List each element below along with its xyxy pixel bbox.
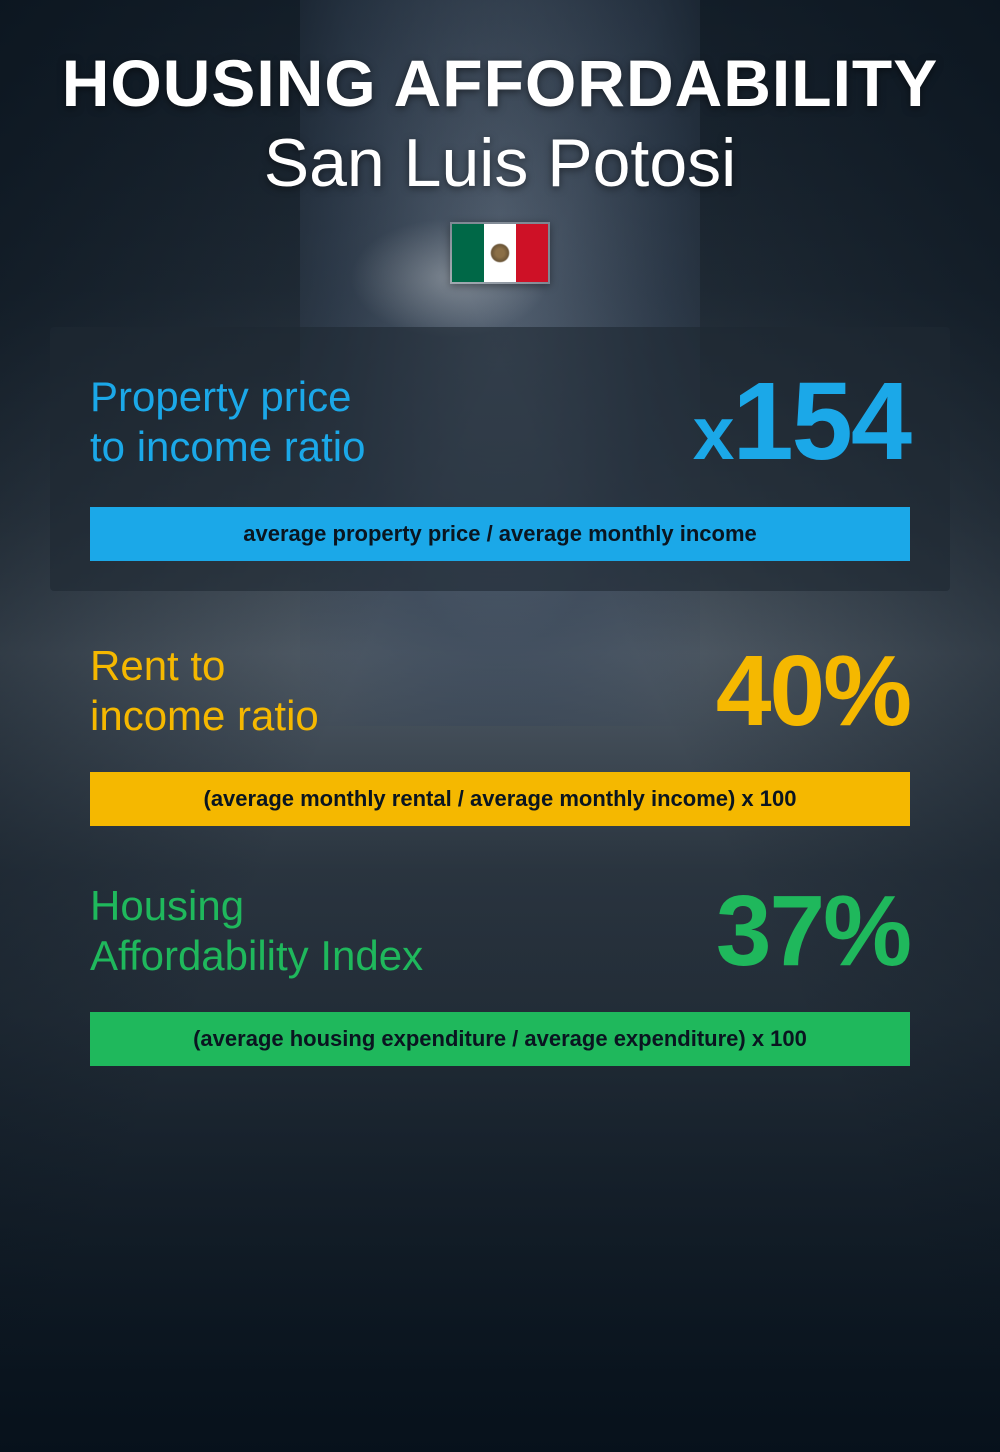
metric-value-property-price: x154 bbox=[693, 367, 910, 477]
flag-stripe-red bbox=[516, 224, 548, 282]
metric-row: HousingAffordability Index 37% bbox=[90, 881, 910, 982]
header: HOUSING AFFORDABILITY San Luis Potosi bbox=[50, 50, 950, 287]
metric-section-affordability: HousingAffordability Index 37% (average … bbox=[50, 881, 950, 1066]
formula-bar-property-price: average property price / average monthly… bbox=[90, 507, 910, 561]
metric-label-affordability: HousingAffordability Index bbox=[90, 881, 423, 982]
main-title: HOUSING AFFORDABILITY bbox=[50, 50, 950, 116]
mexico-flag-icon bbox=[450, 222, 550, 284]
metric-value-affordability: 37% bbox=[716, 881, 910, 981]
content-container: HOUSING AFFORDABILITY San Luis Potosi Pr… bbox=[0, 0, 1000, 1452]
metric-section-rent: Rent toincome ratio 40% (average monthly… bbox=[50, 641, 950, 826]
metric-value-rent: 40% bbox=[716, 641, 910, 741]
metric-label-rent: Rent toincome ratio bbox=[90, 641, 319, 742]
formula-bar-affordability: (average housing expenditure / average e… bbox=[90, 1012, 910, 1066]
formula-bar-rent: (average monthly rental / average monthl… bbox=[90, 772, 910, 826]
metric-label-property-price: Property priceto income ratio bbox=[90, 372, 365, 473]
metric-row: Property priceto income ratio x154 bbox=[90, 367, 910, 477]
flag-emblem-icon bbox=[490, 243, 510, 263]
subtitle: San Luis Potosi bbox=[50, 124, 950, 202]
value-prefix: x bbox=[693, 391, 733, 475]
flag-stripe-white bbox=[484, 224, 516, 282]
value-number: 154 bbox=[732, 360, 910, 483]
metric-card-property-price: Property priceto income ratio x154 avera… bbox=[50, 327, 950, 591]
metric-row: Rent toincome ratio 40% bbox=[90, 641, 910, 742]
flag-stripe-green bbox=[452, 224, 484, 282]
